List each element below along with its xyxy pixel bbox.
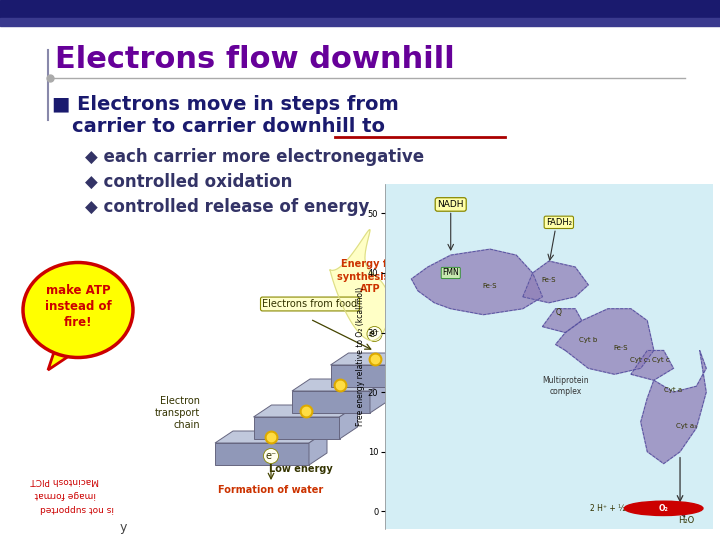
Text: High energy: High energy	[420, 341, 487, 351]
Text: Electrons flow downhill: Electrons flow downhill	[55, 45, 455, 75]
Polygon shape	[631, 350, 673, 380]
Polygon shape	[641, 350, 706, 464]
Text: ◆ controlled release of energy: ◆ controlled release of energy	[85, 198, 369, 216]
Polygon shape	[215, 431, 327, 443]
Polygon shape	[253, 417, 340, 439]
Text: image format: image format	[35, 489, 96, 498]
Polygon shape	[292, 391, 370, 413]
Text: Fe·S: Fe·S	[614, 346, 629, 352]
Text: Cyt b: Cyt b	[579, 336, 598, 342]
Polygon shape	[411, 249, 542, 315]
Polygon shape	[330, 230, 390, 340]
Polygon shape	[330, 353, 418, 365]
Text: Multiprotein
complex: Multiprotein complex	[542, 376, 589, 396]
Text: Macintosh PICT: Macintosh PICT	[30, 476, 99, 484]
Text: ◆ controlled oxidation: ◆ controlled oxidation	[85, 173, 292, 191]
Polygon shape	[370, 379, 388, 413]
Ellipse shape	[23, 262, 133, 357]
Polygon shape	[556, 309, 654, 374]
Polygon shape	[542, 309, 582, 333]
Text: is not supported: is not supported	[40, 503, 114, 512]
Circle shape	[624, 501, 703, 516]
Polygon shape	[400, 353, 418, 387]
Text: make ATP
instead of
fire!: make ATP instead of fire!	[45, 285, 112, 329]
Text: Fe·S: Fe·S	[541, 277, 557, 283]
Text: Electron
transport
chain: Electron transport chain	[155, 396, 200, 430]
Text: y: y	[120, 522, 127, 535]
Bar	[0, 18, 720, 26]
Y-axis label: Free energy relative to O₂ (kcal/mol): Free energy relative to O₂ (kcal/mol)	[356, 287, 365, 426]
Text: 2 H⁺ + ½: 2 H⁺ + ½	[590, 504, 626, 513]
Text: Q: Q	[556, 308, 562, 316]
Polygon shape	[523, 261, 588, 303]
Text: e⁻: e⁻	[369, 329, 380, 339]
Polygon shape	[309, 431, 327, 465]
Text: e⁻: e⁻	[266, 451, 276, 461]
Text: Formation of water: Formation of water	[218, 485, 323, 495]
Text: Fe·S: Fe·S	[483, 283, 498, 289]
Polygon shape	[292, 379, 388, 391]
Text: FMN: FMN	[442, 268, 459, 278]
Text: Electrons from food: Electrons from food	[262, 299, 358, 309]
Text: Energy for
synthesis of
ATP: Energy for synthesis of ATP	[337, 259, 403, 294]
Text: ◆ each carrier more electronegative: ◆ each carrier more electronegative	[85, 148, 424, 166]
Text: H₂O: H₂O	[678, 516, 695, 525]
Text: Low energy: Low energy	[269, 464, 333, 474]
Text: Cyt a₃: Cyt a₃	[676, 423, 697, 429]
Text: Cyt c: Cyt c	[652, 357, 670, 363]
Bar	[0, 0, 720, 18]
Polygon shape	[48, 340, 93, 370]
Polygon shape	[330, 365, 400, 387]
Text: O₂: O₂	[659, 504, 669, 513]
Polygon shape	[215, 443, 309, 465]
Polygon shape	[253, 405, 358, 417]
Polygon shape	[340, 405, 358, 439]
Text: Cyt a: Cyt a	[665, 387, 683, 393]
Text: NADH: NADH	[438, 200, 464, 209]
Text: carrier to carrier downhill to: carrier to carrier downhill to	[72, 118, 385, 137]
Text: Cyt c₁: Cyt c₁	[631, 357, 651, 363]
Text: FADH₂: FADH₂	[546, 218, 572, 227]
Text: ■ Electrons move in steps from: ■ Electrons move in steps from	[52, 96, 399, 114]
